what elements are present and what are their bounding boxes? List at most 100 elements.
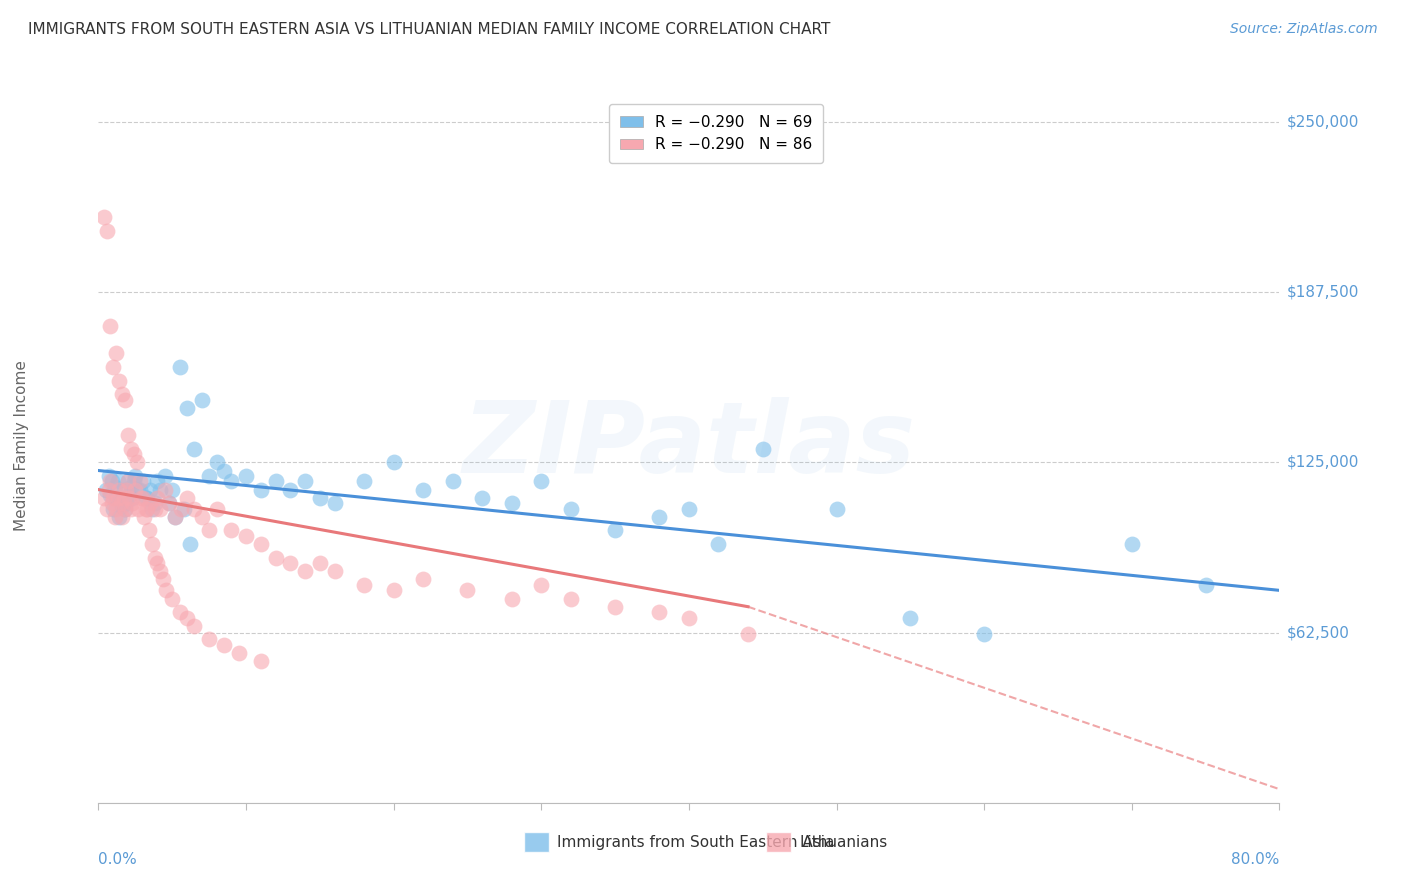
- Point: [152, 573, 174, 587]
- Text: Lithuanians: Lithuanians: [800, 835, 887, 849]
- Point: [605, 599, 627, 614]
- Point: [183, 501, 205, 516]
- Point: [104, 509, 127, 524]
- Point: [648, 605, 671, 619]
- Point: [105, 491, 128, 505]
- Point: [136, 491, 159, 505]
- Point: [170, 501, 193, 516]
- Point: [751, 442, 773, 456]
- Point: [165, 509, 187, 524]
- Point: [353, 475, 375, 489]
- Point: [737, 627, 759, 641]
- Point: [278, 556, 302, 570]
- Point: [143, 550, 166, 565]
- Point: [120, 442, 142, 456]
- Point: [169, 605, 191, 619]
- Text: $62,500: $62,500: [1286, 625, 1350, 640]
- Point: [1121, 537, 1143, 551]
- Point: [105, 501, 128, 516]
- Point: [157, 496, 180, 510]
- Point: [111, 509, 134, 524]
- Point: [112, 491, 135, 505]
- Point: [235, 529, 257, 543]
- Point: [136, 501, 159, 516]
- Point: [120, 501, 142, 516]
- Point: [112, 483, 135, 497]
- Point: [103, 491, 125, 505]
- Point: [153, 469, 176, 483]
- Point: [212, 638, 235, 652]
- Point: [228, 646, 250, 660]
- Point: [149, 501, 172, 516]
- Legend: R = −0.290   N = 69, R = −0.290   N = 86: R = −0.290 N = 69, R = −0.290 N = 86: [609, 104, 823, 163]
- Point: [120, 480, 142, 494]
- Point: [96, 224, 118, 238]
- Point: [114, 501, 136, 516]
- Point: [250, 537, 273, 551]
- Point: [143, 496, 166, 510]
- Point: [560, 501, 582, 516]
- Point: [139, 483, 162, 497]
- Text: Median Family Income: Median Family Income: [14, 360, 28, 532]
- Point: [125, 455, 148, 469]
- Point: [146, 556, 169, 570]
- Text: IMMIGRANTS FROM SOUTH EASTERN ASIA VS LITHUANIAN MEDIAN FAMILY INCOME CORRELATIO: IMMIGRANTS FROM SOUTH EASTERN ASIA VS LI…: [28, 22, 831, 37]
- Text: Source: ZipAtlas.com: Source: ZipAtlas.com: [1230, 22, 1378, 37]
- Point: [191, 509, 214, 524]
- Point: [135, 491, 157, 505]
- Point: [132, 475, 155, 489]
- Point: [94, 483, 117, 497]
- Point: [191, 392, 214, 407]
- Point: [141, 501, 163, 516]
- Point: [127, 501, 149, 516]
- Point: [294, 564, 316, 578]
- Point: [121, 491, 143, 505]
- Point: [146, 491, 169, 505]
- Point: [198, 632, 221, 647]
- Point: [115, 496, 138, 510]
- Text: 0.0%: 0.0%: [98, 852, 138, 867]
- Text: $250,000: $250,000: [1286, 114, 1358, 129]
- Point: [115, 483, 138, 497]
- Point: [1195, 578, 1218, 592]
- Point: [117, 475, 139, 489]
- Point: [323, 564, 346, 578]
- Point: [107, 475, 129, 489]
- Point: [118, 488, 141, 502]
- Point: [100, 496, 122, 510]
- Point: [264, 475, 287, 489]
- Point: [111, 499, 134, 513]
- Point: [441, 475, 464, 489]
- Text: $125,000: $125,000: [1286, 455, 1358, 470]
- Point: [100, 475, 122, 489]
- Point: [278, 483, 302, 497]
- Point: [111, 387, 134, 401]
- Point: [132, 491, 155, 505]
- Point: [678, 501, 700, 516]
- Point: [560, 591, 582, 606]
- Point: [176, 401, 198, 415]
- Point: [501, 591, 523, 606]
- Point: [530, 475, 553, 489]
- Point: [98, 488, 121, 502]
- Point: [149, 483, 172, 497]
- Point: [250, 483, 273, 497]
- Point: [219, 475, 242, 489]
- Point: [162, 483, 183, 497]
- Point: [127, 483, 149, 497]
- Point: [235, 469, 257, 483]
- Point: [124, 483, 146, 497]
- Point: [153, 483, 176, 497]
- Point: [139, 496, 162, 510]
- Point: [309, 556, 332, 570]
- Text: Immigrants from South Eastern Asia: Immigrants from South Eastern Asia: [557, 835, 835, 849]
- Point: [110, 491, 132, 505]
- Point: [294, 475, 316, 489]
- Point: [134, 509, 156, 524]
- Point: [198, 469, 221, 483]
- Point: [179, 537, 201, 551]
- Point: [309, 491, 332, 505]
- Point: [176, 610, 198, 624]
- Point: [117, 428, 139, 442]
- Point: [605, 524, 627, 538]
